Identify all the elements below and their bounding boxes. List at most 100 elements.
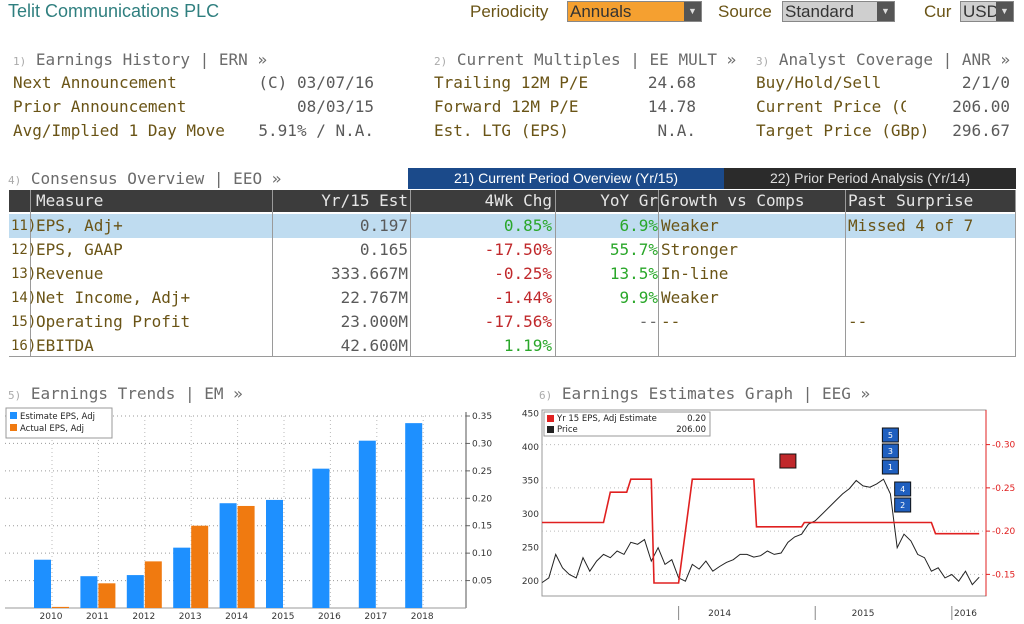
section-number: 6) <box>539 389 553 402</box>
analyst-coverage-header[interactable]: 3) Analyst Coverage | ANR » <box>756 50 1010 69</box>
event-marker <box>894 481 912 497</box>
left-tick-label: 300 <box>522 510 539 520</box>
y-tick-label: 0.10 <box>472 549 492 559</box>
row-4wk-change: -0.25% <box>494 264 552 283</box>
row-estimate: 42.600M <box>340 336 408 355</box>
estimate-bar <box>219 503 237 608</box>
row-measure[interactable]: Net Income, Adj+ <box>36 288 191 307</box>
current-multiples-header[interactable]: 2) Current Multiples | EE MULT » <box>434 50 736 69</box>
row-growth-vs-comps: In-line <box>661 264 729 283</box>
currency-label: Cur <box>924 2 952 21</box>
x-tick-label: 2012 <box>132 612 155 622</box>
estimate-bar <box>358 440 376 608</box>
y-tick-label: 0.30 <box>472 439 492 449</box>
earnings-estimates-chart[interactable]: 200250300350400450-0.15-0.20-0.25-0.3020… <box>512 404 1024 624</box>
legend-label-estimate: Estimate EPS, Adj <box>20 412 95 422</box>
legend-swatch-actual <box>10 424 17 431</box>
col-divider <box>272 190 273 356</box>
section-title: Current Multiples | EE MULT » <box>456 50 737 69</box>
row-yoy-growth: 55.7% <box>609 240 658 259</box>
estimate-bar <box>405 423 423 608</box>
event-marker <box>881 459 899 475</box>
event-marker-label: 5 <box>888 431 893 440</box>
event-marker <box>894 497 912 513</box>
row-estimate: 0.197 <box>359 216 408 235</box>
row-growth-vs-comps: Stronger <box>661 240 739 259</box>
left-tick-label: 450 <box>522 409 539 419</box>
actual-bar <box>98 583 116 608</box>
earnings-history-header[interactable]: 1) Earnings History | ERN » <box>13 50 267 69</box>
source-value: Standard <box>785 2 854 21</box>
chevron-down-icon: ▼ <box>684 2 701 21</box>
forward-pe-label: Forward 12M P/E <box>434 97 579 116</box>
buy-hold-sell-label: Buy/Hold/Sell <box>756 73 882 92</box>
event-marker-label: 1 <box>888 463 893 472</box>
event-marker <box>779 453 797 469</box>
prior-announcement-label: Prior Announcement <box>13 97 187 116</box>
col-yr-est[interactable]: Yr/15 Est <box>321 191 408 210</box>
prior-announcement-value: 08/03/15 <box>296 97 374 116</box>
left-tick-label: 400 <box>522 443 539 453</box>
row-number: 13) <box>11 266 37 282</box>
legend-value-price: 206.00 <box>676 425 706 435</box>
col-yoy-gr[interactable]: YoY Gr <box>600 191 658 210</box>
row-measure[interactable]: EBITDA <box>36 336 94 355</box>
est-ltg-label: Est. LTG (EPS) <box>434 121 569 140</box>
estimate-bar <box>312 468 330 608</box>
tab-current-period[interactable]: 21) Current Period Overview (Yr/15) <box>408 168 724 189</box>
y-tick-label: 0.05 <box>472 577 492 587</box>
section-number: 5) <box>8 389 22 402</box>
x-tick-label: 2013 <box>179 612 202 622</box>
x-tick-label: 2016 <box>318 612 341 622</box>
y-tick-label: 0.15 <box>472 522 492 532</box>
row-measure[interactable]: Revenue <box>36 264 104 283</box>
section-number: 3) <box>756 55 770 68</box>
col-4wk-chg[interactable]: 4Wk Chg <box>484 191 552 210</box>
actual-bar <box>191 525 209 608</box>
source-label: Source <box>718 2 772 21</box>
buy-hold-sell-value: 2/1/0 <box>961 73 1010 92</box>
right-tick-label: -0.20 <box>992 527 1016 537</box>
company-name: Telit Communications PLC <box>8 1 220 21</box>
col-divider <box>30 190 31 356</box>
source-dropdown[interactable]: Standard ▼ <box>782 1 895 22</box>
consensus-overview-header[interactable]: 4) Consensus Overview | EEO » <box>8 169 281 188</box>
col-measure[interactable]: Measure <box>36 191 104 210</box>
col-growth-comps[interactable]: Growth vs Comps <box>660 191 805 210</box>
section-number: 2) <box>434 55 448 68</box>
actual-bar <box>144 561 162 608</box>
earnings-graph-header[interactable]: 6) Earnings Estimates Graph | EEG » <box>539 384 870 403</box>
periodicity-label: Periodicity <box>470 2 549 21</box>
x-tick-label: 2018 <box>411 612 434 622</box>
target-price-value: 296.67 <box>952 121 1010 140</box>
col-past-surprise[interactable]: Past Surprise <box>848 191 974 210</box>
col-divider <box>845 190 846 356</box>
x-tick-label: 2011 <box>86 612 109 622</box>
row-measure[interactable]: EPS, Adj+ <box>36 216 123 235</box>
y-tick-label: 0.35 <box>472 412 492 422</box>
currency-dropdown[interactable]: USD ▼ <box>960 1 1014 22</box>
y-tick-label: 0.20 <box>472 494 492 504</box>
periodicity-dropdown[interactable]: Annuals ▼ <box>567 1 702 22</box>
row-4wk-change: -17.50% <box>484 240 552 259</box>
event-marker <box>881 443 899 459</box>
tab-prior-period[interactable]: 22) Prior Period Analysis (Yr/14) <box>724 168 1016 189</box>
section-title: Earnings Estimates Graph | EEG » <box>561 384 871 403</box>
section-title: Consensus Overview | EEO » <box>30 169 282 188</box>
current-price-label: Current Price (GBp <box>756 97 906 116</box>
earnings-trends-chart[interactable]: 0.05 0.10 0.15 0.20 0.25 0.30 0.35 2010 2011 2012… <box>0 404 510 624</box>
col-divider <box>555 190 556 356</box>
forward-pe-value: 14.78 <box>647 97 696 116</box>
x-tick-label: 2015 <box>852 609 875 619</box>
event-marker-label: 4 <box>900 485 905 494</box>
section-title: Analyst Coverage | ANR » <box>778 50 1011 69</box>
earnings-trends-header[interactable]: 5) Earnings Trends | EM » <box>8 384 243 403</box>
row-growth-vs-comps: Weaker <box>661 288 719 307</box>
row-measure[interactable]: Operating Profit <box>36 312 191 331</box>
chevron-down-icon: ▼ <box>996 2 1013 21</box>
col-divider <box>658 190 659 356</box>
table-header-bg <box>9 190 1016 212</box>
row-past-surprise: Missed 4 of 7 <box>848 216 974 235</box>
row-measure[interactable]: EPS, GAAP <box>36 240 123 259</box>
x-tick-label: 2015 <box>272 612 295 622</box>
